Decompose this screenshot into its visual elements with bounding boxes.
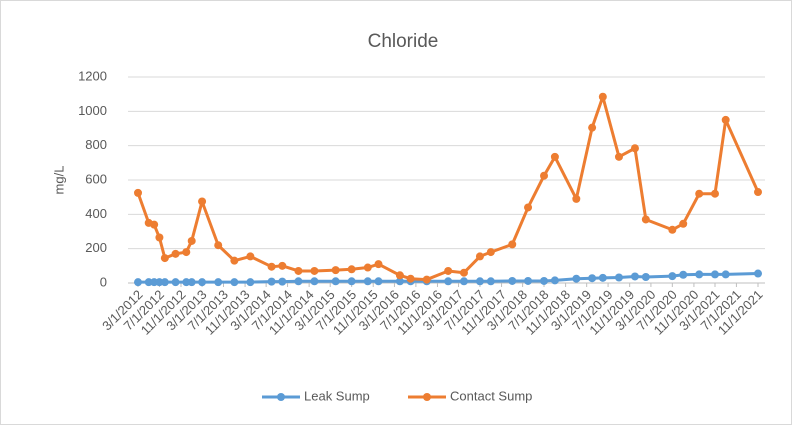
data-point [134, 188, 142, 197]
data-point [486, 277, 495, 286]
data-point [444, 266, 453, 275]
data-point [395, 271, 404, 280]
data-point [754, 188, 762, 197]
data-point [374, 260, 383, 269]
y-tick-label: 1200 [78, 68, 107, 83]
data-point [331, 277, 340, 286]
data-point [679, 219, 688, 228]
data-point [230, 278, 239, 287]
data-point [475, 277, 484, 286]
data-point [459, 268, 468, 277]
data-point [214, 278, 223, 287]
data-point [134, 278, 142, 287]
data-point [267, 277, 276, 286]
data-point [668, 225, 677, 234]
data-point [754, 269, 762, 278]
data-point [721, 270, 730, 279]
chart-title: Chloride [368, 31, 439, 52]
data-point [363, 277, 372, 286]
data-point [475, 252, 484, 261]
data-point [695, 270, 704, 279]
data-point [550, 152, 559, 161]
y-tick-label: 0 [100, 274, 107, 289]
data-point [588, 123, 597, 132]
data-point [572, 194, 581, 203]
data-point [160, 254, 169, 263]
y-tick-label: 200 [85, 240, 107, 255]
data-point [508, 276, 517, 285]
y-tick-label: 400 [85, 206, 107, 221]
data-point [540, 276, 549, 285]
data-point [710, 189, 719, 198]
data-point [214, 241, 223, 250]
data-point [230, 256, 239, 265]
data-point [331, 266, 340, 275]
legend-label: Contact Sump [450, 388, 532, 403]
data-point [630, 272, 639, 281]
data-point [150, 220, 159, 229]
data-point [160, 278, 169, 287]
data-point [459, 277, 468, 286]
data-point [668, 272, 677, 281]
data-point [171, 278, 180, 287]
data-point [278, 261, 287, 270]
data-point [310, 266, 319, 275]
y-tick-label: 1000 [78, 103, 107, 118]
data-point [187, 278, 196, 287]
data-point [524, 203, 533, 212]
legend-label: Leak Sump [304, 388, 370, 403]
legend-marker [277, 393, 285, 401]
data-point [406, 274, 415, 283]
data-point [598, 273, 607, 282]
data-point [171, 249, 180, 258]
data-point [363, 263, 372, 272]
data-point [572, 274, 581, 283]
data-point [721, 115, 730, 124]
data-point [524, 276, 533, 285]
data-point [155, 233, 164, 242]
data-point [508, 240, 517, 249]
data-point [187, 236, 196, 245]
data-point [641, 215, 650, 224]
data-point [395, 277, 404, 286]
data-point [294, 277, 303, 286]
data-point [710, 270, 719, 279]
legend-marker [423, 393, 431, 401]
data-point [347, 265, 356, 274]
data-point [278, 277, 287, 286]
data-point [588, 274, 597, 283]
data-point [444, 277, 453, 286]
y-tick-label: 800 [85, 137, 107, 152]
data-point [550, 276, 559, 285]
data-point [267, 262, 276, 271]
data-point [347, 277, 356, 286]
data-point [614, 273, 623, 282]
data-point [294, 266, 303, 275]
data-point [246, 252, 255, 261]
data-point [641, 272, 650, 281]
data-point [540, 171, 549, 180]
data-point [374, 277, 383, 286]
data-point [614, 152, 623, 161]
data-point [422, 275, 431, 284]
data-point [246, 278, 255, 287]
y-tick-label: 600 [85, 171, 107, 186]
data-point [598, 92, 607, 101]
data-point [630, 144, 639, 153]
data-point [198, 197, 207, 206]
data-point [679, 270, 688, 279]
data-point [486, 248, 495, 257]
data-point [695, 189, 704, 198]
data-point [198, 278, 207, 287]
data-point [310, 277, 319, 286]
data-point [182, 248, 191, 257]
y-axis-label: mg/L [51, 166, 66, 195]
